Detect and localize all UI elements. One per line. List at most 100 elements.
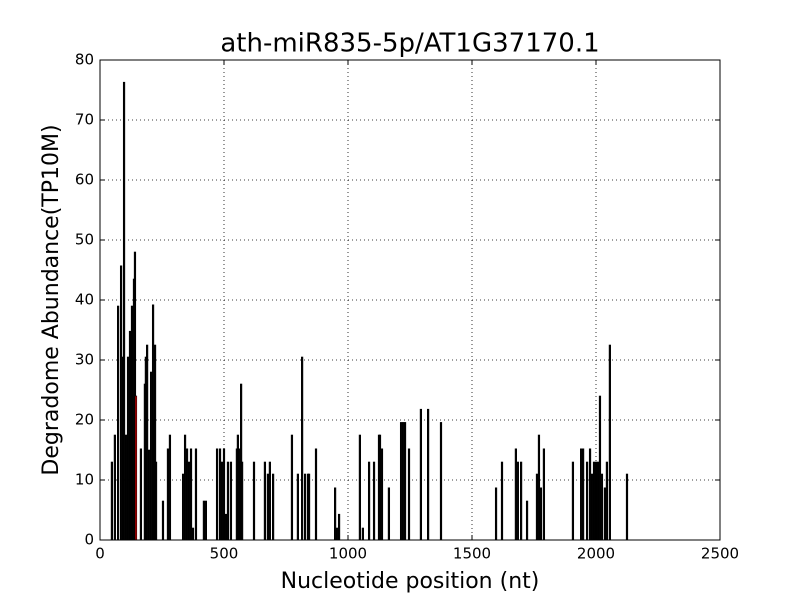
bar: [407, 448, 411, 541]
bar: [335, 527, 339, 541]
bar: [358, 434, 362, 541]
bar: [387, 487, 391, 541]
bar: [516, 461, 519, 541]
bar: [117, 305, 120, 541]
bar: [128, 330, 132, 541]
bar: [229, 461, 233, 541]
bar: [500, 461, 504, 541]
bar: [314, 448, 318, 541]
x-tick-label: 0: [95, 545, 105, 563]
bar: [592, 461, 596, 541]
bar: [334, 487, 337, 541]
bar: [168, 434, 172, 541]
y-tick-label: 0: [84, 531, 94, 549]
bar: [241, 461, 244, 541]
bar: [290, 434, 294, 541]
bar: [218, 448, 222, 541]
bar: [598, 395, 602, 541]
bar: [220, 461, 224, 541]
bar: [494, 487, 498, 541]
bar: [113, 434, 116, 541]
bar: [514, 448, 517, 541]
bar: [535, 473, 539, 541]
bar: [191, 527, 195, 541]
bar: [119, 265, 123, 541]
y-tick-label: 30: [75, 351, 94, 369]
bar: [427, 408, 430, 541]
bar: [126, 356, 130, 541]
bar: [124, 434, 128, 541]
y-tick-label: 10: [75, 471, 94, 489]
bar: [380, 448, 384, 541]
bar: [585, 461, 589, 541]
x-tick-label: 500: [210, 545, 239, 563]
bar: [149, 371, 153, 541]
y-tick-label: 20: [75, 411, 94, 429]
y-axis-label: Degradome Abundance(TP10M): [39, 124, 64, 475]
bar: [590, 473, 594, 541]
bar: [361, 527, 364, 541]
bar: [337, 513, 341, 541]
bar: [122, 81, 126, 541]
x-tick-label: 1500: [453, 545, 491, 563]
y-tick-label: 70: [75, 111, 94, 129]
plot-frame: [99, 59, 721, 541]
bar: [181, 473, 185, 541]
bar: [268, 461, 271, 541]
bar: [194, 448, 198, 541]
bar: [148, 449, 151, 541]
bar: [296, 473, 300, 541]
x-tick-label: 2000: [577, 545, 615, 563]
bar: [134, 395, 138, 541]
bar: [596, 461, 600, 541]
bar: [520, 461, 523, 541]
bar: [571, 461, 575, 541]
y-tick-label: 50: [75, 231, 94, 249]
bar: [539, 487, 543, 541]
bar: [187, 461, 191, 541]
bar: [582, 448, 585, 541]
bar: [252, 461, 256, 541]
bar: [226, 461, 230, 541]
bar: [224, 513, 228, 541]
bar: [372, 461, 376, 541]
bar: [525, 500, 529, 541]
bar: [202, 500, 206, 541]
x-tick-label: 1000: [329, 545, 367, 563]
bar: [110, 461, 114, 541]
bar: [605, 461, 609, 541]
bar: [272, 473, 275, 541]
y-tick-label: 60: [75, 171, 94, 189]
bar: [189, 448, 193, 541]
y-tick-label: 80: [75, 51, 94, 69]
bar: [266, 473, 269, 541]
bar: [166, 448, 170, 541]
bar: [542, 448, 546, 541]
bar: [139, 448, 143, 541]
bar: [263, 461, 267, 541]
bar: [399, 422, 403, 541]
bar: [608, 344, 611, 541]
bar: [419, 408, 423, 541]
x-tick-label: 2500: [701, 545, 739, 563]
bar: [215, 448, 219, 541]
bar: [130, 305, 134, 541]
bar: [594, 461, 598, 541]
bar: [580, 448, 583, 541]
bar: [401, 422, 405, 541]
bar: [439, 422, 443, 541]
bar: [185, 448, 189, 541]
bar: [183, 434, 187, 541]
bar: [403, 422, 407, 541]
bar: [222, 448, 226, 541]
bar: [301, 356, 304, 541]
bar: [588, 448, 592, 541]
bar: [600, 473, 604, 541]
bar: [204, 500, 207, 541]
bar: [303, 473, 307, 541]
bar: [154, 461, 158, 541]
x-axis-label: Nucleotide position (nt): [281, 569, 540, 594]
bar: [146, 344, 149, 541]
bar: [307, 473, 311, 541]
